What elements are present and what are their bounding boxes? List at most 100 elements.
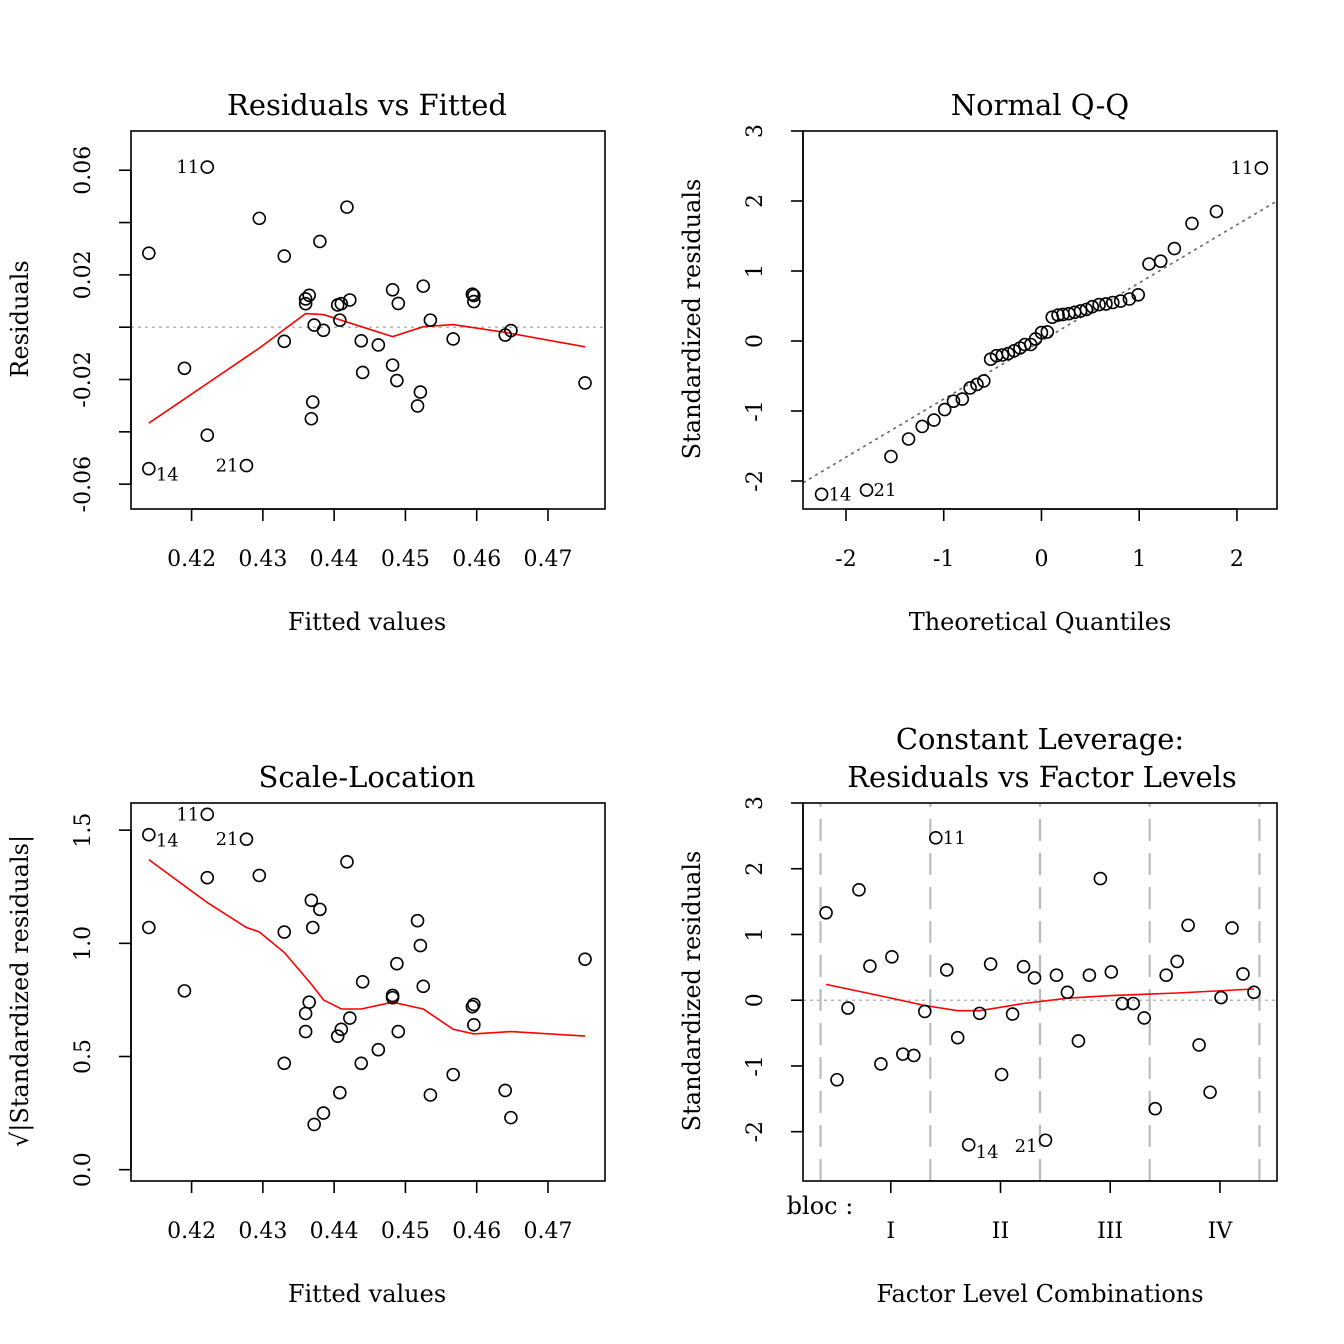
data-point xyxy=(390,956,404,971)
data-point xyxy=(1106,295,1120,310)
data-point xyxy=(955,392,970,406)
point-label: 14 xyxy=(976,1142,999,1163)
data-point xyxy=(355,975,370,989)
data-point xyxy=(1122,292,1137,306)
x-tick-label: 0.45 xyxy=(381,1219,430,1244)
x-tick-label: 0.43 xyxy=(238,1219,287,1244)
data-point xyxy=(1181,918,1195,933)
point-label: 21 xyxy=(874,480,897,501)
data-point xyxy=(467,288,481,303)
data-point xyxy=(304,893,319,908)
data-point xyxy=(177,361,192,376)
data-point xyxy=(371,338,386,352)
data-point xyxy=(330,1029,345,1043)
data-point xyxy=(927,413,941,427)
data-point xyxy=(963,381,977,395)
data-point xyxy=(305,395,320,409)
point-label: 11 xyxy=(176,804,199,825)
data-point xyxy=(1060,985,1075,1000)
data-point xyxy=(413,938,428,953)
y-tick-label: 3 xyxy=(743,796,768,810)
x-tick-label: 0.44 xyxy=(310,1219,359,1244)
data-point xyxy=(863,959,877,973)
data-point xyxy=(884,449,898,464)
data-point xyxy=(1254,161,1269,175)
data-point xyxy=(578,952,592,966)
data-point xyxy=(313,234,327,249)
data-point xyxy=(142,920,156,935)
data-point xyxy=(391,296,406,311)
data-point xyxy=(915,419,930,434)
data-point xyxy=(200,870,215,885)
data-point xyxy=(298,296,313,311)
x-tick-label: 2 xyxy=(1230,547,1244,572)
data-point xyxy=(1040,325,1055,339)
y-tick-label: 1 xyxy=(743,927,768,941)
panel-title: Normal Q-Q xyxy=(951,88,1129,122)
data-point xyxy=(298,292,313,306)
x-tick-label: 0.42 xyxy=(167,1219,216,1244)
y-tick-label: 0.02 xyxy=(71,250,96,299)
data-point xyxy=(1170,954,1184,969)
x-tick-label: -1 xyxy=(933,547,954,572)
y-axis-label: √|Standardized residuals| xyxy=(6,835,35,1147)
residuals-vs-fitted-panel: Residuals vs Fitted Fitted values Residu… xyxy=(6,88,606,636)
data-point xyxy=(465,287,480,302)
data-point xyxy=(504,1110,518,1125)
y-tick-label: -0.06 xyxy=(71,456,96,512)
data-point xyxy=(498,1083,513,1098)
data-point xyxy=(413,385,428,399)
data-point xyxy=(1093,871,1108,886)
data-point xyxy=(1142,257,1156,271)
data-point xyxy=(896,1047,910,1061)
data-point xyxy=(1104,965,1119,979)
data-point xyxy=(200,160,215,174)
data-point xyxy=(1214,990,1228,1005)
y-tick-label: -2 xyxy=(743,470,768,491)
data-point xyxy=(1137,1011,1152,1025)
data-point xyxy=(355,365,370,380)
x-tick-label: 1 xyxy=(1132,547,1146,572)
x-axis-label: Fitted values xyxy=(288,608,446,636)
data-point xyxy=(467,997,481,1012)
data-point xyxy=(142,827,156,842)
data-point xyxy=(1167,241,1182,256)
y-tick-label: 0 xyxy=(743,993,768,1007)
data-point xyxy=(354,333,369,348)
y-tick-label: -1 xyxy=(743,400,768,421)
data-point xyxy=(972,1006,987,1021)
data-point xyxy=(304,411,319,426)
data-point xyxy=(1131,287,1146,302)
x-tick-label: -2 xyxy=(835,547,856,572)
data-point xyxy=(302,288,316,303)
data-point xyxy=(302,995,316,1009)
data-point xyxy=(307,1117,321,1132)
panel-title: Constant Leverage: xyxy=(896,722,1184,756)
data-point xyxy=(983,957,998,971)
data-point xyxy=(371,1042,386,1057)
data-point xyxy=(1099,297,1113,311)
factor-label: bloc : xyxy=(787,1192,854,1220)
y-tick-label: 1.5 xyxy=(71,813,96,848)
data-point xyxy=(917,1004,932,1019)
data-point xyxy=(239,832,254,847)
data-point xyxy=(950,1030,965,1045)
data-point xyxy=(142,461,156,476)
data-point xyxy=(1185,216,1199,231)
y-tick-label: -2 xyxy=(743,1121,768,1142)
point-label: 14 xyxy=(156,831,179,852)
data-point xyxy=(939,963,954,977)
data-point xyxy=(410,399,425,413)
data-point xyxy=(830,1072,844,1087)
data-point xyxy=(467,1018,481,1032)
y-tick-label: 0.06 xyxy=(71,146,96,195)
data-point xyxy=(385,990,400,1005)
data-point xyxy=(1236,967,1250,981)
data-point xyxy=(859,483,874,497)
data-point xyxy=(994,1067,1009,1082)
y-tick-label: 0 xyxy=(743,334,768,348)
plot-frame xyxy=(802,130,1278,510)
point-label: 21 xyxy=(216,829,239,850)
data-point xyxy=(316,1106,331,1120)
point-label: 11 xyxy=(1230,158,1253,179)
